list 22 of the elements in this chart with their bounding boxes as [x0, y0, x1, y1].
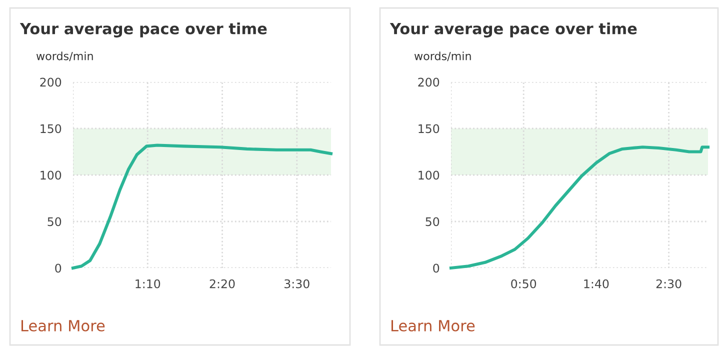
y-tick-label: 100	[40, 170, 62, 180]
y-tick-label: 200	[418, 78, 440, 87]
x-tick-label: 2:30	[656, 279, 682, 288]
y-tick-label: 150	[418, 124, 440, 134]
y-axis-title: words/min	[414, 52, 471, 62]
y-tick-label: 100	[418, 170, 440, 180]
y-tick-label: 50	[48, 217, 62, 226]
text: Learn More	[392, 320, 475, 332]
y-tick-label: 200	[40, 78, 62, 87]
x-tick-label: 1:10	[136, 279, 160, 288]
y-tick-label: 0	[433, 264, 440, 273]
chart-title: Your average pace over time	[20, 22, 267, 38]
chart-title: Your average pace over time	[390, 22, 637, 38]
x-tick-label: 1:40	[584, 279, 609, 288]
y-tick-label: 50	[426, 217, 440, 226]
y-tick-label: 0	[55, 264, 62, 273]
y-tick-label: 150	[40, 124, 62, 134]
x-tick-label: 2:20	[210, 279, 235, 288]
x-tick-label: 0:50	[511, 279, 536, 288]
y-axis-title: words/min	[36, 52, 93, 62]
text: Learn More	[22, 320, 105, 332]
x-tick-label: 3:30	[284, 279, 310, 288]
